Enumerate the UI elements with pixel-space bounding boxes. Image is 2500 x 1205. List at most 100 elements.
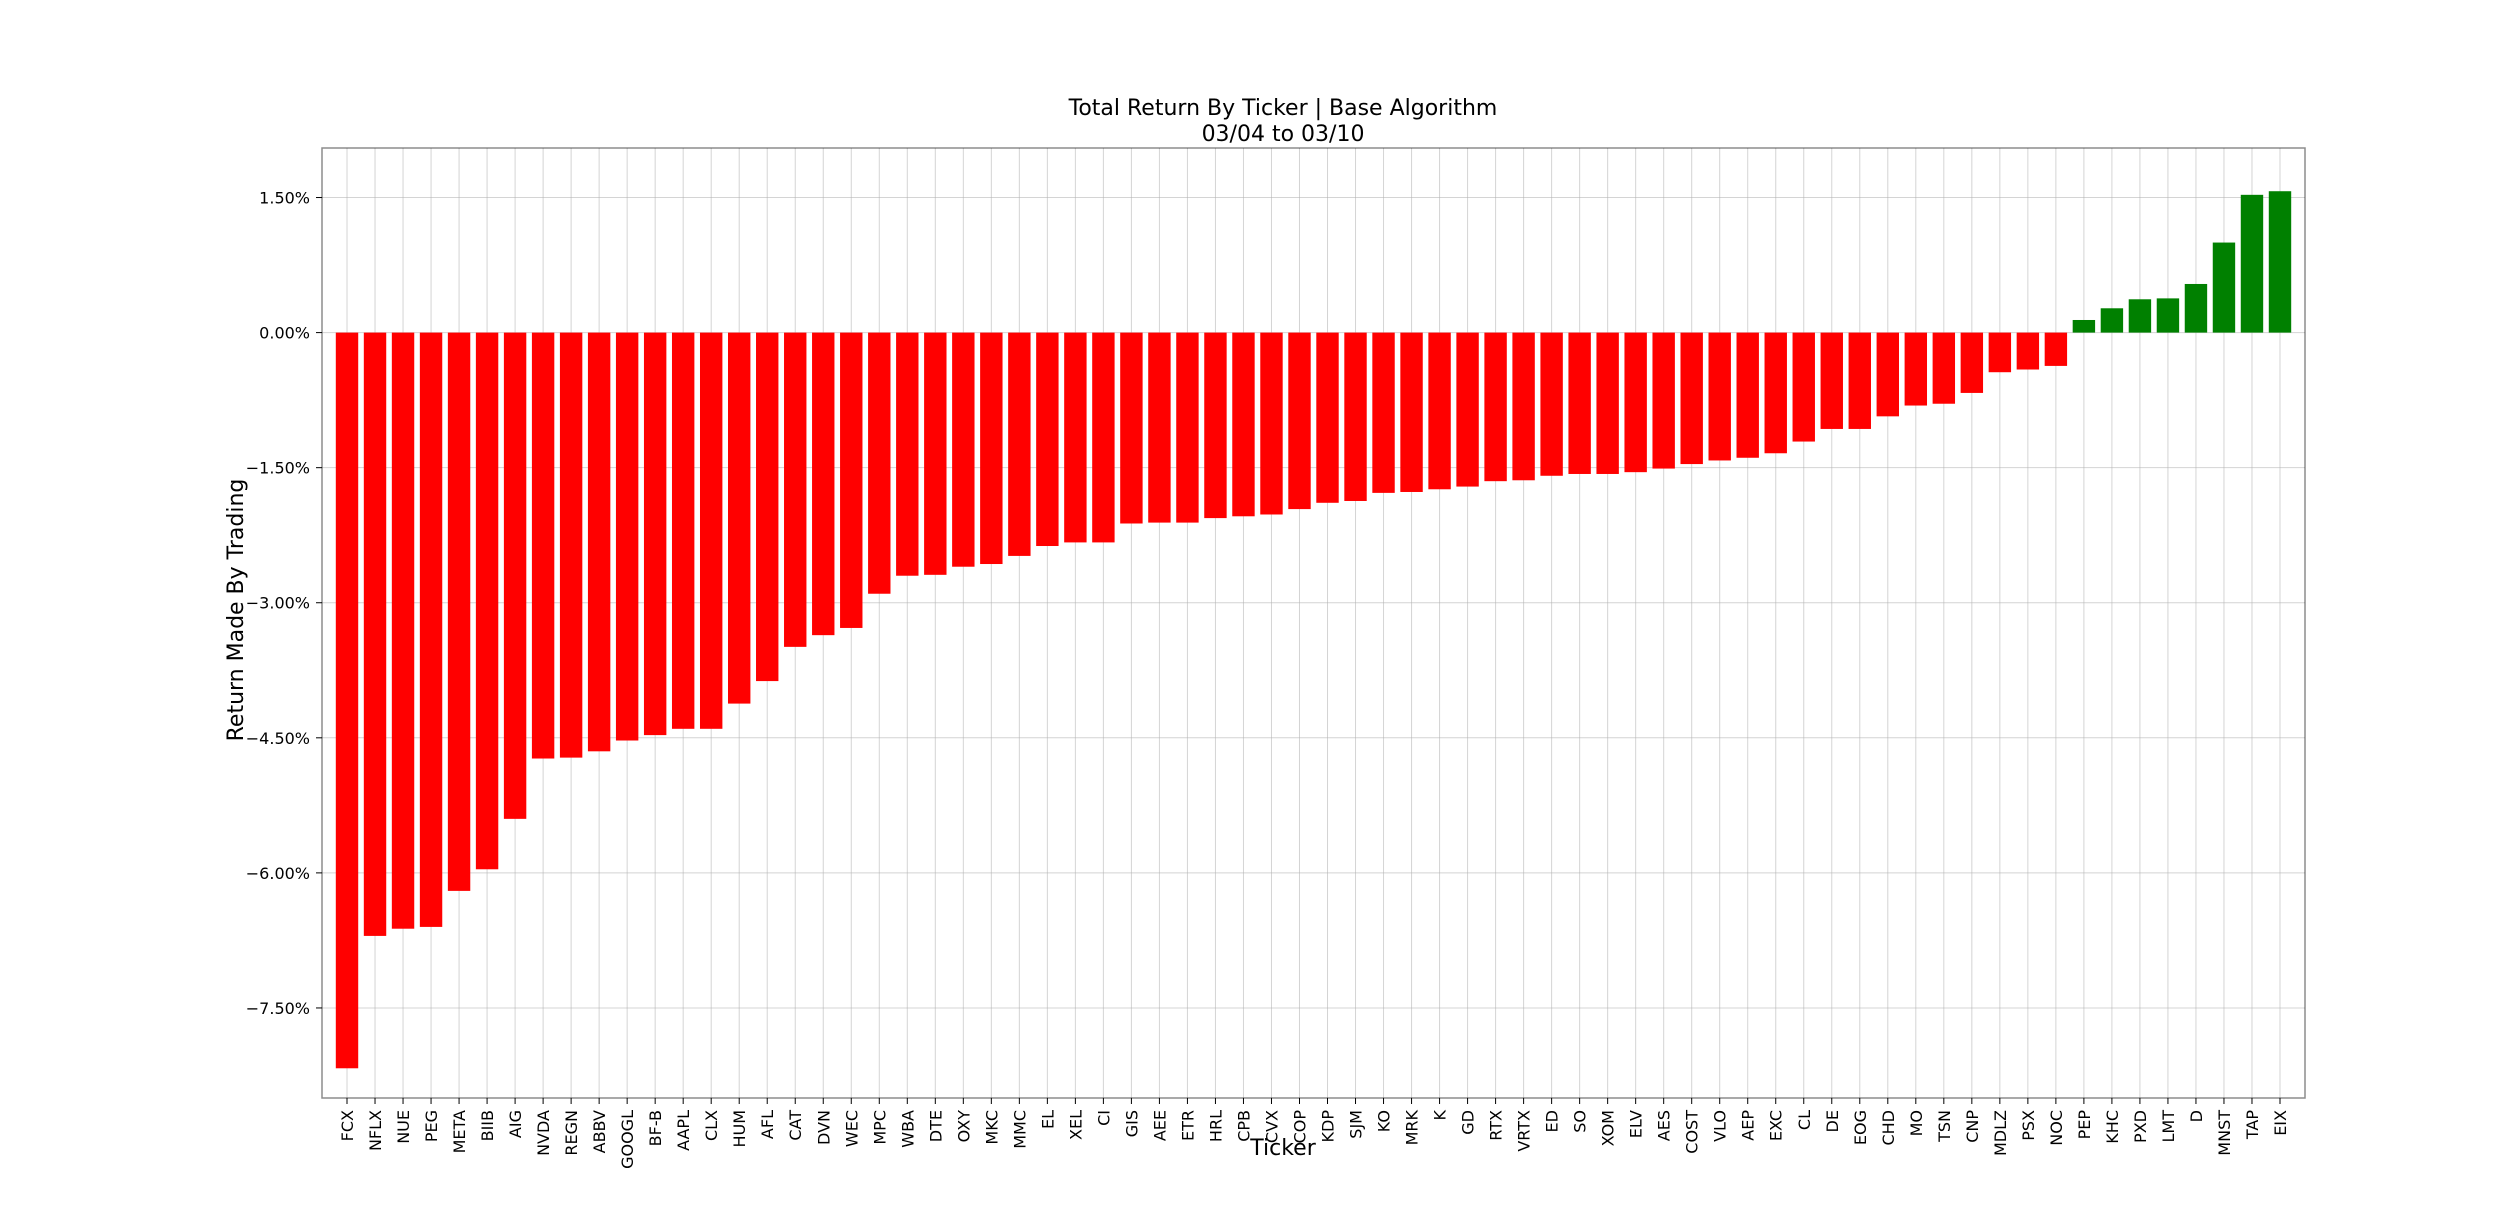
x-tick-label: EIX bbox=[2271, 1110, 2290, 1136]
bar-mdlz bbox=[1988, 332, 2012, 373]
x-tick-label: NFLX bbox=[366, 1110, 385, 1151]
bar-tap bbox=[2240, 194, 2264, 333]
bar-k bbox=[1428, 332, 1451, 490]
bar-noc bbox=[2044, 332, 2068, 366]
bar-tsn bbox=[1932, 332, 1956, 404]
bars bbox=[335, 191, 2292, 1069]
x-tick-label: CI bbox=[1094, 1110, 1113, 1126]
plot-frame bbox=[321, 147, 2306, 1099]
bar-sjm bbox=[1344, 332, 1367, 501]
x-tick-label: COST bbox=[1683, 1110, 1702, 1154]
bar-aes bbox=[1652, 332, 1675, 469]
x-axis-ticks: FCX NFLX NUE PEG META BIIB AIG NVDA REGN ABBV GOOG… bbox=[338, 1098, 2290, 1169]
chart-subtitle: 03/04 to 03/10 bbox=[1202, 122, 1365, 147]
bar-mo bbox=[1904, 332, 1928, 406]
x-tick-label: PSX bbox=[2019, 1110, 2038, 1141]
bar-aapl bbox=[671, 332, 695, 729]
x-tick-label: GD bbox=[1459, 1110, 1478, 1135]
bar-eog bbox=[1848, 332, 1871, 429]
x-tick-label: DE bbox=[1823, 1110, 1842, 1132]
x-tick-label: NVDA bbox=[534, 1110, 553, 1156]
x-tick-label: BF-B bbox=[646, 1110, 665, 1146]
x-tick-label: D bbox=[2187, 1110, 2206, 1122]
x-tick-label: DTE bbox=[926, 1110, 945, 1142]
y-tick-label: −4.50% bbox=[246, 729, 310, 748]
y-tick-label: −7.50% bbox=[246, 999, 310, 1018]
x-tick-label: ETR bbox=[1178, 1110, 1197, 1141]
bar-so bbox=[1568, 332, 1591, 474]
bar-pxd bbox=[2128, 299, 2152, 333]
x-tick-label: TSN bbox=[1935, 1110, 1954, 1143]
bar-de bbox=[1820, 332, 1843, 429]
bar-chd bbox=[1876, 332, 1899, 417]
x-tick-label: WEC bbox=[842, 1110, 861, 1147]
bar-mmc bbox=[1008, 332, 1031, 556]
y-axis-label: Return Made By Trading bbox=[224, 479, 249, 742]
x-tick-label: REGN bbox=[562, 1110, 581, 1156]
x-tick-label: KHC bbox=[2103, 1110, 2122, 1144]
bar-googl bbox=[615, 332, 639, 741]
x-tick-label: RTX bbox=[1487, 1110, 1506, 1141]
bar-gis bbox=[1120, 332, 1143, 524]
bar-bf-b bbox=[643, 332, 667, 736]
x-tick-label: SJM bbox=[1347, 1110, 1366, 1139]
x-tick-label: DVN bbox=[814, 1110, 833, 1145]
x-tick-label: PXD bbox=[2131, 1110, 2150, 1143]
x-tick-label: ABBV bbox=[590, 1110, 609, 1153]
bar-afl bbox=[756, 332, 779, 682]
y-axis-ticks: 1.50% 0.00% −1.50% −3.00% −4.50% −6.00% −7.50% bbox=[246, 189, 322, 1018]
bar-cl bbox=[1792, 332, 1815, 442]
bar-aee bbox=[1148, 332, 1171, 523]
bar-elv bbox=[1624, 332, 1647, 473]
bar-abbv bbox=[587, 332, 611, 752]
x-tick-label: PEG bbox=[422, 1110, 441, 1142]
bar-fcx bbox=[335, 332, 359, 1069]
x-tick-label: AEE bbox=[1150, 1110, 1169, 1141]
x-tick-label: EXC bbox=[1767, 1110, 1786, 1141]
x-tick-label: META bbox=[450, 1110, 469, 1153]
x-tick-label: AFL bbox=[758, 1110, 777, 1139]
y-tick-label: −6.00% bbox=[246, 864, 310, 883]
x-tick-label: AIG bbox=[506, 1110, 525, 1138]
bar-nvda bbox=[531, 332, 555, 759]
x-tick-label: COP bbox=[1290, 1110, 1309, 1144]
bar-mrk bbox=[1400, 332, 1423, 492]
bar-cvx bbox=[1260, 332, 1283, 515]
bar-vrtx bbox=[1512, 332, 1535, 481]
bar-el bbox=[1036, 332, 1059, 547]
x-tick-label: ED bbox=[1543, 1110, 1562, 1132]
x-tick-label: CLX bbox=[702, 1110, 721, 1141]
bar-d bbox=[2184, 283, 2208, 333]
y-tick-label: −1.50% bbox=[246, 459, 310, 478]
x-tick-label: MO bbox=[1907, 1110, 1926, 1136]
x-tick-label: MNST bbox=[2215, 1110, 2234, 1156]
bar-peg bbox=[419, 332, 443, 927]
x-tick-label: CAT bbox=[786, 1110, 805, 1141]
x-tick-label: CHD bbox=[1879, 1110, 1898, 1146]
bar-gd bbox=[1456, 332, 1479, 487]
bar-psx bbox=[2016, 332, 2040, 370]
bar-wec bbox=[840, 332, 863, 628]
bar-biib bbox=[475, 332, 499, 870]
x-tick-label: MDLZ bbox=[1991, 1110, 2010, 1156]
bar-exc bbox=[1764, 332, 1787, 454]
x-tick-label: LMT bbox=[2159, 1110, 2178, 1143]
bar-pep bbox=[2072, 319, 2096, 333]
y-tick-label: 0.00% bbox=[259, 324, 310, 343]
x-tick-label: WBA bbox=[898, 1110, 917, 1148]
x-tick-label: HUM bbox=[730, 1110, 749, 1148]
bar-cost bbox=[1680, 332, 1703, 465]
x-tick-label: GOOGL bbox=[618, 1110, 637, 1169]
bar-ko bbox=[1372, 332, 1395, 493]
bar-cnp bbox=[1960, 332, 1984, 393]
x-tick-label: HRL bbox=[1206, 1110, 1225, 1142]
y-tick-label: 1.50% bbox=[259, 189, 310, 208]
bar-vlo bbox=[1708, 332, 1731, 461]
x-tick-label: CL bbox=[1795, 1110, 1814, 1130]
bar-regn bbox=[559, 332, 583, 758]
x-tick-label: MPC bbox=[870, 1110, 889, 1145]
bar-nflx bbox=[363, 332, 387, 936]
x-tick-label: MMC bbox=[1010, 1110, 1029, 1149]
x-tick-label: CVX bbox=[1262, 1110, 1281, 1143]
